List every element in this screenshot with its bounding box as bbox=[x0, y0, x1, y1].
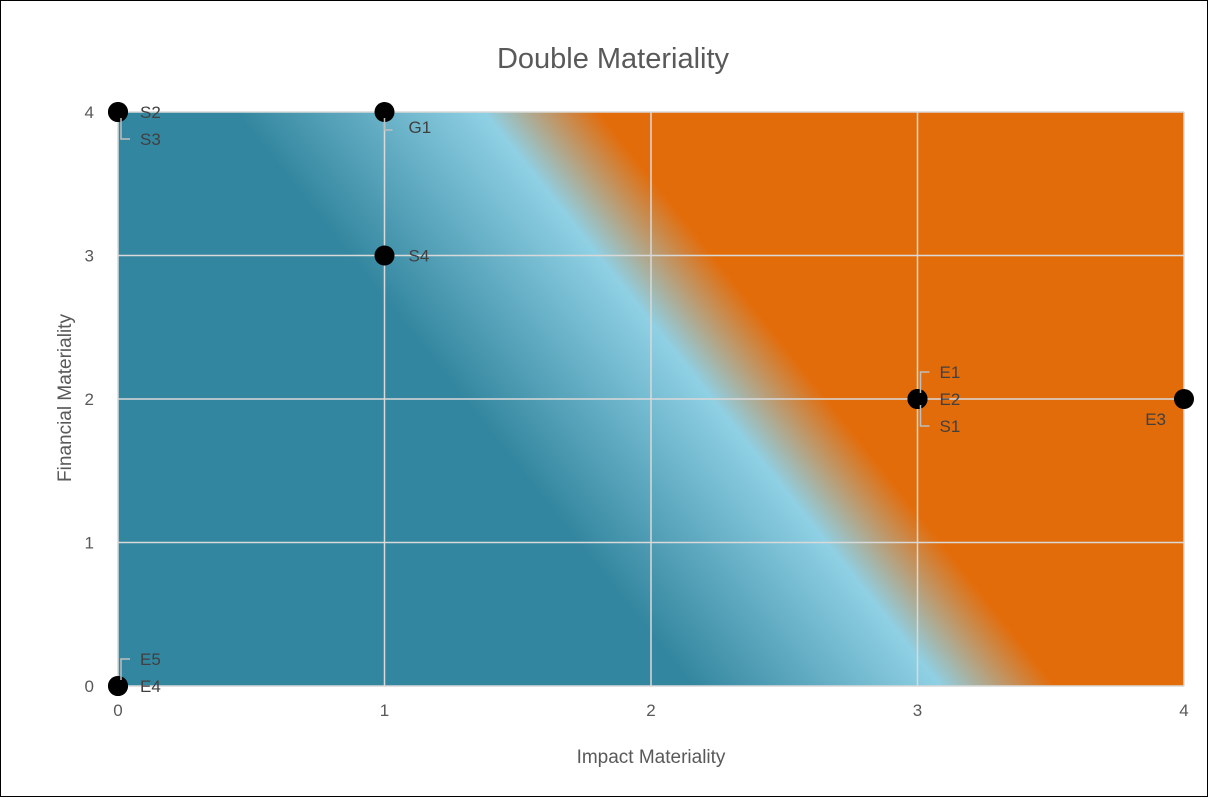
data-point-s3 bbox=[108, 102, 128, 122]
y-axis-title: Financial Materiality bbox=[55, 314, 76, 482]
data-label-e4: E4 bbox=[140, 677, 161, 696]
data-labels: S2 S3 G1 S4 E1 E2 S1 E3 E5 E4 bbox=[120, 103, 1166, 696]
y-tick-label: 2 bbox=[85, 390, 94, 409]
y-tick-label: 4 bbox=[85, 103, 94, 122]
grid-lines bbox=[117, 111, 1185, 687]
data-label-e1: E1 bbox=[940, 363, 961, 382]
x-tick-label: 3 bbox=[913, 701, 922, 720]
label-leader-line bbox=[919, 405, 930, 427]
y-tick-label: 1 bbox=[85, 534, 94, 553]
data-point-e3 bbox=[1174, 389, 1194, 409]
x-tick-label: 1 bbox=[380, 701, 389, 720]
label-leader-line bbox=[919, 371, 930, 393]
y-tick-label: 3 bbox=[85, 247, 94, 266]
data-label-s1: S1 bbox=[940, 417, 961, 436]
x-tick-label: 0 bbox=[113, 701, 122, 720]
tick-labels: 0 1 2 3 4 0 1 2 3 4 bbox=[85, 103, 1189, 720]
data-label-g1: G1 bbox=[409, 118, 432, 137]
x-tick-label: 2 bbox=[646, 701, 655, 720]
data-point-e4 bbox=[108, 676, 128, 696]
y-tick-label: 0 bbox=[85, 677, 94, 696]
label-leader-line bbox=[383, 118, 393, 131]
label-leader-line bbox=[120, 658, 130, 680]
data-label-s4: S4 bbox=[409, 247, 430, 266]
x-axis-title: Impact Materiality bbox=[577, 747, 726, 768]
label-leader-line bbox=[120, 118, 130, 140]
data-label-e2: E2 bbox=[940, 390, 961, 409]
data-label-e3: E3 bbox=[1145, 410, 1166, 429]
data-point-s1 bbox=[907, 389, 928, 409]
data-point-g1 bbox=[374, 102, 395, 122]
data-label-s2: S2 bbox=[140, 103, 161, 122]
data-points bbox=[108, 102, 1194, 696]
data-point-s4 bbox=[374, 245, 395, 266]
data-label-e5: E5 bbox=[140, 650, 161, 669]
chart-title: Double Materiality bbox=[497, 43, 730, 75]
x-tick-label: 4 bbox=[1179, 701, 1188, 720]
data-label-s3: S3 bbox=[140, 130, 161, 149]
